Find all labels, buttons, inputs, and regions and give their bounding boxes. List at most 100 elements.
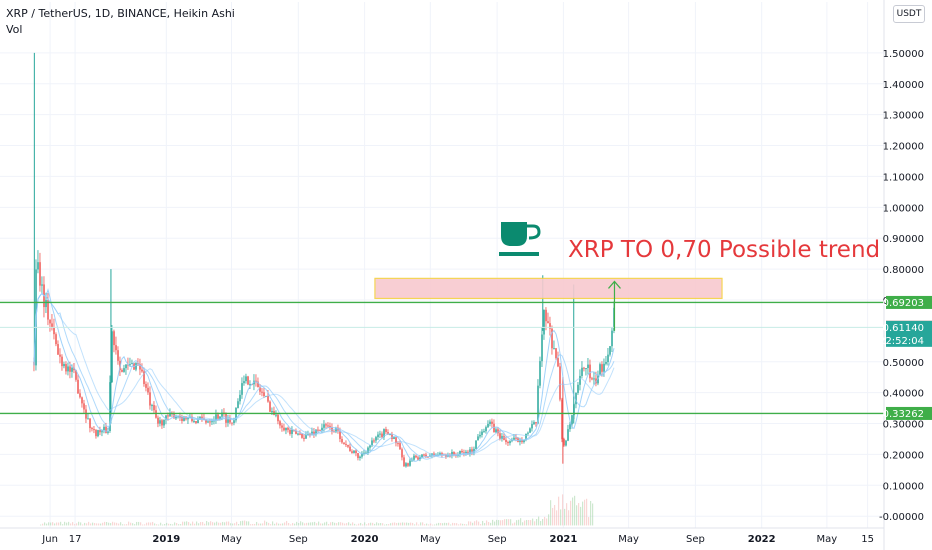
y-tick-label: 0.80000 [883, 265, 924, 276]
volume-bar [552, 507, 554, 526]
candle-body [425, 454, 427, 457]
candle-body [465, 451, 467, 454]
candle-body [63, 364, 65, 367]
volume-bar [486, 520, 488, 526]
volume-bar [444, 522, 446, 526]
volume-bar [54, 523, 56, 526]
volume-bar [56, 522, 58, 526]
volume-bar [324, 522, 326, 526]
y-tick-label: 0.10000 [883, 481, 924, 492]
volume-bar [392, 522, 394, 526]
candle-body [301, 433, 303, 438]
volume-bar [236, 521, 238, 526]
volume-bar [296, 521, 298, 526]
candle-body [263, 392, 265, 396]
x-tick-label: 2021 [549, 534, 577, 545]
candle-body [77, 379, 79, 394]
candle-body [351, 451, 353, 453]
volume-bar [484, 523, 486, 526]
volume-bar [172, 524, 174, 526]
volume-bar [158, 524, 160, 526]
candle-body [521, 440, 523, 443]
volume-bar [424, 524, 426, 526]
moving-average-line [33, 292, 615, 460]
candle-body [115, 345, 117, 351]
symbol-header[interactable]: XRP / TetherUS, 1D, BINANCE, Heikin Ashi [6, 7, 235, 20]
candle-body [93, 429, 95, 431]
volume-bar [62, 524, 64, 526]
volume-bar [396, 523, 398, 526]
candle-body [285, 427, 287, 431]
volume-bar [498, 520, 500, 526]
volume-bar [550, 500, 552, 526]
volume-bar [256, 521, 258, 526]
x-tick-label: 17 [69, 534, 82, 545]
annotation-text: XRP TO 0,70 Possible trend [568, 237, 880, 263]
coffee-cup-saucer [499, 252, 539, 256]
candle-body [445, 454, 447, 457]
volume-bar [160, 522, 162, 526]
candle-body [471, 449, 473, 453]
volume-bar [196, 521, 198, 526]
candle-body [89, 418, 91, 429]
candle-body [259, 387, 261, 392]
candle-body [463, 452, 465, 454]
volume-bar [144, 524, 146, 526]
volume-bar [76, 523, 78, 526]
candle-body [477, 436, 479, 441]
volume-bar [120, 522, 122, 526]
volume-bar [328, 523, 330, 526]
volume-bar [170, 523, 172, 526]
volume-bar [140, 522, 142, 526]
volume-indicator-label[interactable]: Vol [6, 23, 23, 36]
candle-body [491, 421, 493, 424]
volume-bar [266, 521, 268, 526]
volume-bar [492, 519, 494, 526]
candle-body [591, 378, 593, 380]
volume-bar [216, 521, 218, 526]
candle-body [587, 364, 589, 369]
volume-bar [130, 522, 132, 526]
volume-bar [340, 522, 342, 526]
candle-body [267, 395, 269, 402]
candle-body [547, 321, 549, 324]
candle-body [187, 417, 189, 420]
candle-body [129, 364, 131, 366]
y-tick-label: 0.90000 [883, 234, 924, 245]
volume-bar [126, 524, 128, 526]
currency-button[interactable]: USDT [893, 5, 925, 23]
volume-bar [334, 522, 336, 526]
volume-bar [472, 522, 474, 526]
price-label-value: 0.61140 [883, 323, 924, 334]
volume-bar [384, 524, 386, 526]
candle-body [549, 323, 551, 329]
candle-body [387, 432, 389, 435]
candle-body [249, 384, 251, 386]
volume-bar [178, 524, 180, 526]
volume-bar [180, 524, 182, 526]
volume-bar [222, 521, 224, 526]
volume-bar [112, 521, 114, 526]
volume-bar [580, 506, 582, 526]
candle-body [377, 434, 379, 438]
volume-bar [60, 521, 62, 526]
volume-bar [66, 522, 68, 526]
candle-body [209, 421, 211, 423]
volume-bar [530, 520, 532, 526]
volume-bar [72, 522, 74, 526]
candle-body [247, 376, 249, 385]
volume-bar [48, 522, 50, 526]
candle-body [217, 414, 219, 419]
volume-bar [278, 523, 280, 526]
candle-body [111, 331, 113, 383]
candle-body [359, 456, 361, 458]
candle-body [531, 424, 533, 429]
volume-bar [438, 522, 440, 526]
volume-bar [174, 522, 176, 526]
moving-averages [33, 287, 615, 462]
candle-body [507, 442, 509, 444]
candle-body [57, 344, 59, 355]
level-label: 0.69203 [883, 295, 932, 309]
